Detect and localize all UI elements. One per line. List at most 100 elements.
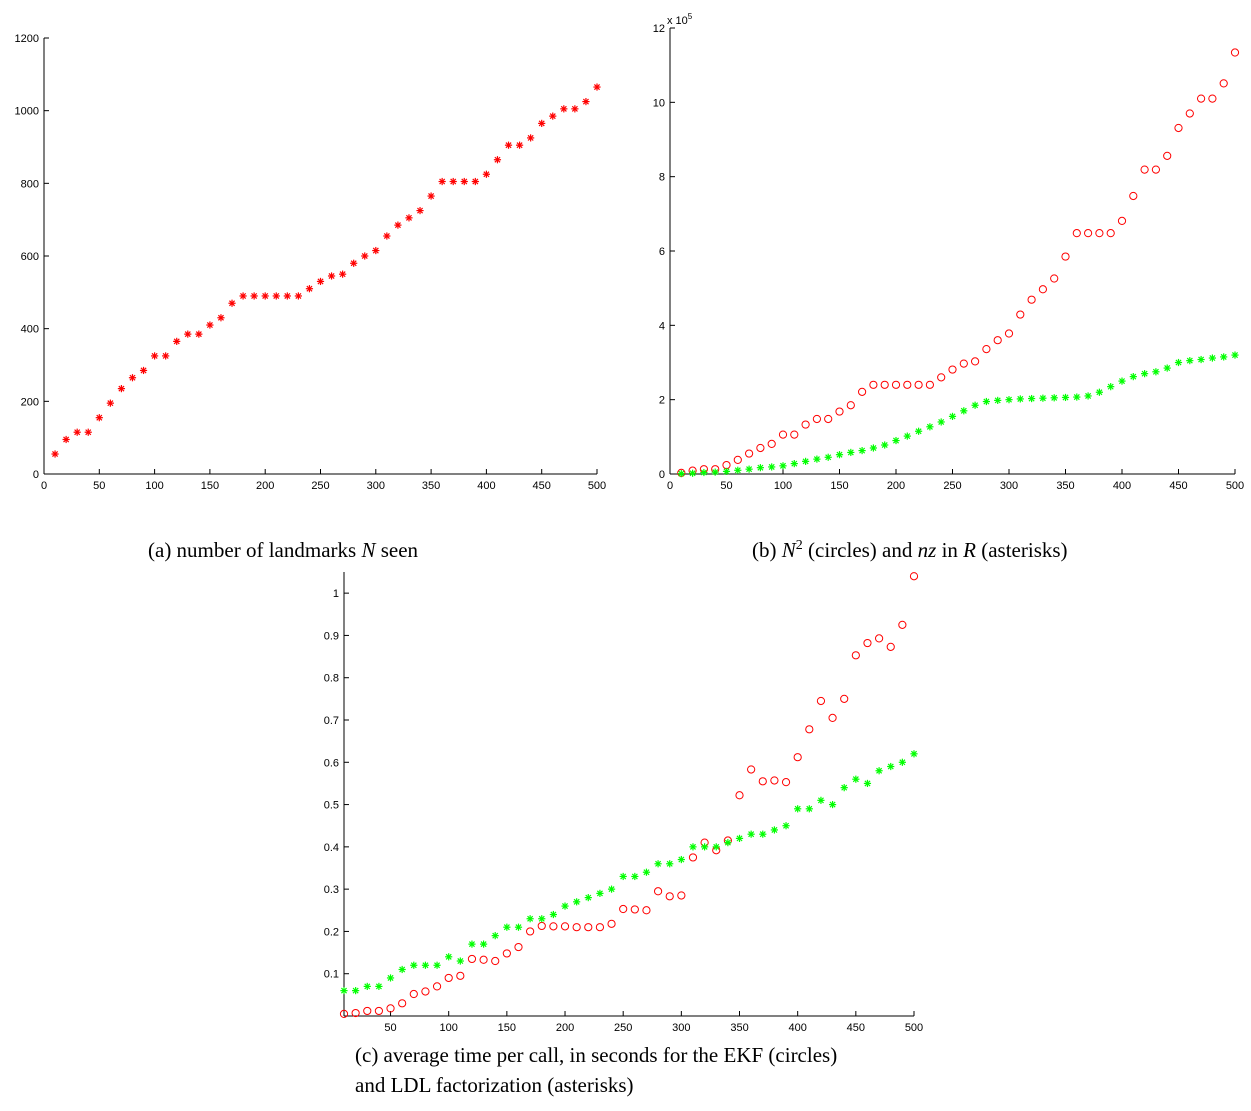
data-point-circle <box>1230 48 1240 57</box>
y-tick-label: 0.9 <box>324 630 339 642</box>
x-tick-label: 450 <box>1169 480 1187 492</box>
data-point-circle <box>869 380 878 389</box>
data-point-circle <box>560 922 570 931</box>
data-point-asterisk <box>1107 383 1115 391</box>
data-point-circle <box>756 443 765 453</box>
data-point-asterisk <box>410 961 418 969</box>
data-point-asterisk <box>768 463 776 471</box>
panel-c-caption-line-1: (c) average time per call, in seconds fo… <box>355 1043 837 1067</box>
data-point-asterisk <box>272 292 280 300</box>
data-point-asterisk <box>526 915 534 923</box>
data-point-circle <box>1106 229 1115 238</box>
data-point-asterisk <box>982 397 990 406</box>
data-point-asterisk <box>689 469 697 477</box>
data-point-asterisk <box>1039 394 1047 402</box>
data-point-circle <box>886 642 895 651</box>
data-point-asterisk <box>1118 377 1126 385</box>
data-point-asterisk <box>51 450 59 458</box>
y-tick-label: 0.2 <box>324 926 339 938</box>
data-point-circle <box>747 765 756 774</box>
data-point-circle <box>790 430 799 439</box>
data-point-circle <box>653 887 663 896</box>
data-point-asterisk <box>802 457 810 465</box>
y-tick-label: 1000 <box>15 106 39 118</box>
panel-c-plot: 50 100 150 200 250 300 350 400 450 500 0.1 0.2 0.3 0.… <box>324 572 923 1034</box>
data-point-asterisk <box>372 246 380 255</box>
x-tick-label: 400 <box>788 1022 806 1034</box>
data-point-circle <box>828 713 837 722</box>
data-point-asterisk <box>363 982 371 990</box>
data-point-asterisk <box>607 885 616 893</box>
data-point-asterisk <box>747 830 755 838</box>
panel-b-plot: 0 50 100 150 200 250 300 350 400 450 500 0 2 4 6 8 10 12 <box>653 23 1244 492</box>
data-point-asterisk <box>1141 370 1149 378</box>
x-tick-label: 150 <box>201 480 219 492</box>
data-point-circle <box>619 904 628 914</box>
data-point-asterisk <box>745 465 753 473</box>
y-tick-label: 0.1 <box>324 969 339 981</box>
data-point-asterisk <box>926 423 934 431</box>
data-point-circle <box>891 380 901 389</box>
data-point-asterisk <box>421 961 430 969</box>
data-point-asterisk <box>1073 393 1081 401</box>
data-point-asterisk <box>73 428 81 436</box>
data-point-asterisk <box>294 292 302 300</box>
data-point-asterisk <box>1016 395 1024 403</box>
x-tick-label: 500 <box>1226 480 1244 492</box>
data-point-asterisk <box>782 822 790 830</box>
x-tick-label: 50 <box>384 1022 396 1034</box>
data-point-circle <box>745 449 754 458</box>
data-point-circle <box>630 905 639 914</box>
data-point-circle <box>1027 295 1036 304</box>
data-point-circle <box>1174 123 1183 133</box>
data-point-asterisk <box>677 855 685 864</box>
data-point-asterisk <box>1174 358 1183 367</box>
data-point-circle <box>1129 191 1138 201</box>
x-tick-label: 250 <box>311 480 329 492</box>
data-point-circle <box>595 923 605 932</box>
data-point-asterisk <box>445 953 453 961</box>
x-tick-label: 0 <box>667 480 673 492</box>
data-point-asterisk <box>479 940 488 948</box>
x-tick-label: 350 <box>422 480 440 492</box>
data-point-asterisk <box>869 444 877 452</box>
data-point-circle <box>781 778 791 787</box>
data-point-asterisk <box>1163 364 1171 372</box>
data-point-circle <box>363 1006 372 1016</box>
panel-b-y-multiplier: x 105 <box>667 12 693 27</box>
data-point-asterisk <box>960 407 968 415</box>
data-point-circle <box>1084 229 1093 238</box>
data-point-asterisk <box>770 826 779 834</box>
data-point-circle <box>444 973 453 983</box>
data-point-circle <box>537 921 546 931</box>
data-point-circle <box>607 919 616 928</box>
data-point-asterisk <box>1186 357 1194 365</box>
x-tick-label: 50 <box>720 480 732 492</box>
x-tick-label: 0 <box>41 480 47 492</box>
data-point-circle <box>351 1008 360 1018</box>
x-tick-label: 250 <box>943 480 961 492</box>
data-point-circle <box>688 853 698 862</box>
y-tick-label: 0.3 <box>324 884 339 896</box>
data-point-circle <box>409 989 418 999</box>
data-point-asterisk <box>875 767 883 775</box>
data-point-asterisk <box>339 270 347 278</box>
data-point-asterisk <box>887 762 895 771</box>
data-point-circle <box>374 1006 383 1016</box>
data-point-circle <box>572 923 581 932</box>
data-point-circle <box>677 891 686 900</box>
data-point-asterisk <box>239 292 247 300</box>
data-point-asterisk <box>666 860 674 868</box>
data-point-circle <box>1038 285 1048 294</box>
y-tick-label: 400 <box>21 324 39 336</box>
y-tick-label: 0.4 <box>324 842 339 854</box>
data-point-asterisk <box>117 385 126 393</box>
data-point-circle <box>948 365 957 374</box>
data-point-circle <box>1061 252 1070 261</box>
data-point-asterisk <box>1050 394 1058 402</box>
data-point-circle <box>479 955 488 964</box>
data-point-asterisk <box>1095 388 1103 396</box>
x-tick-label: 450 <box>533 480 551 492</box>
y-tick-label: 8 <box>659 172 665 184</box>
